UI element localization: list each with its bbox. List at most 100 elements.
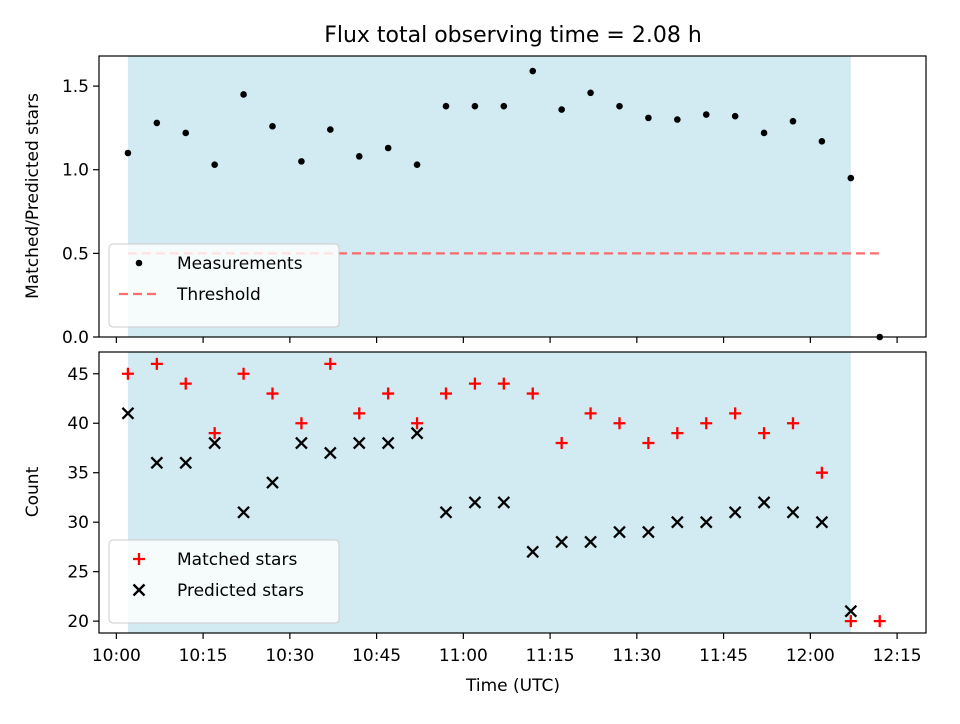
- matched-star-point: [786, 417, 799, 430]
- measurement-point: [355, 153, 363, 160]
- matched-star-point: [584, 407, 597, 420]
- measurement-point: [529, 67, 537, 75]
- legend-marker: [133, 553, 145, 565]
- measurement-point: [442, 102, 450, 110]
- predicted-star-point: [352, 436, 366, 450]
- matched-star-point: [353, 407, 366, 420]
- bottom-legend-box: [108, 539, 340, 624]
- predicted-star-point: [671, 515, 684, 529]
- matched-star-point: [642, 437, 655, 450]
- predicted-star-point: [526, 545, 540, 559]
- bottom-axes-frame: [98, 351, 927, 634]
- predicted-star-point: [439, 505, 453, 519]
- measurement-point: [269, 122, 276, 130]
- predicted-star-point: [699, 515, 713, 529]
- measurement-point: [702, 111, 710, 118]
- measurement-point: [384, 144, 392, 152]
- legend-marker: [135, 259, 143, 267]
- legend-label: Predicted stars: [177, 581, 304, 601]
- measurement-point: [298, 158, 305, 165]
- bottom-y-axis-label: Count: [23, 466, 43, 517]
- x-tick-label: 10:45: [352, 646, 401, 666]
- bottom-y-tick-label: 35: [67, 464, 89, 484]
- bottom-legend: Matched stars Predicted stars: [108, 539, 340, 624]
- measurement-point: [413, 161, 421, 169]
- x-axis-label: Time (UTC): [465, 676, 560, 696]
- measurement-point: [153, 119, 161, 127]
- legend-label: Measurements: [177, 254, 303, 274]
- predicted-star-point: [815, 515, 829, 529]
- predicted-star-point: [237, 505, 250, 519]
- top-axes-frame: [98, 55, 927, 338]
- measurement-point: [645, 114, 652, 122]
- predicted-star-point: [844, 604, 858, 618]
- predicted-star-point: [613, 525, 626, 539]
- matched-star-point: [526, 387, 539, 400]
- matched-star-point: [671, 427, 684, 440]
- x-tick-label: 11:45: [699, 646, 748, 666]
- predicted-star-point: [295, 436, 308, 450]
- x-tick-label: 11:00: [439, 646, 488, 666]
- matched-star-point: [555, 437, 568, 450]
- matched-star-point: [844, 615, 857, 628]
- predicted-star-point: [757, 496, 771, 509]
- x-tick-label: 10:00: [92, 646, 141, 666]
- top-legend: Measurements Threshold: [108, 243, 340, 328]
- matched-stars-series: [121, 357, 886, 628]
- predicted-star-point: [208, 436, 221, 450]
- legend-label: Threshold: [176, 285, 261, 305]
- bottom-y-tick-label: 25: [67, 563, 89, 583]
- matched-star-point: [439, 387, 452, 400]
- predicted-star-point: [497, 496, 511, 509]
- x-tick-label: 12:15: [873, 646, 922, 666]
- measurement-point: [760, 129, 768, 137]
- predicted-star-point: [266, 476, 279, 489]
- matched-star-point: [758, 427, 771, 440]
- measurements-series: [124, 67, 884, 341]
- measurement-point: [211, 161, 218, 169]
- predicted-star-point: [150, 456, 164, 470]
- predicted-stars-series: [121, 407, 858, 618]
- x-tick-label: 12:00: [786, 646, 835, 666]
- measurement-point: [587, 89, 594, 97]
- matched-star-point: [497, 377, 510, 390]
- plot-layer: 0.0 0.5 1.0 1.5 Measurements Threshold 20 25 30 3…: [62, 55, 927, 666]
- matched-star-point: [613, 417, 626, 430]
- measurement-point: [789, 117, 797, 125]
- matched-star-point: [700, 417, 713, 430]
- predicted-star-point: [555, 535, 568, 549]
- measurement-point: [558, 106, 565, 113]
- bottom-y-tick-label: 30: [67, 513, 89, 533]
- x-tick-label: 10:15: [179, 646, 228, 666]
- matched-star-point: [150, 357, 163, 370]
- measurement-point: [674, 116, 681, 123]
- predicted-star-point: [786, 505, 800, 519]
- matched-star-point: [121, 367, 134, 380]
- predicted-star-point: [468, 496, 482, 509]
- measurement-point: [240, 91, 247, 98]
- x-tick-label: 11:15: [526, 646, 575, 666]
- matched-star-point: [411, 417, 424, 430]
- predicted-star-point: [324, 446, 337, 460]
- top-y-tick-label: 0.5: [62, 244, 89, 264]
- measurement-point: [616, 102, 623, 110]
- legend-label: Matched stars: [177, 550, 297, 570]
- measurement-point: [471, 102, 479, 110]
- matched-star-point: [237, 367, 250, 380]
- top-y-tick-label: 0.0: [62, 328, 89, 348]
- top-y-tick-label: 1.5: [62, 77, 89, 97]
- measurement-point: [847, 174, 855, 182]
- bottom-panel: 20 25 30 35 40 45 10:00 10:15 10:30 10:45 11:00 11:…: [67, 351, 927, 666]
- predicted-star-point: [179, 456, 193, 470]
- matched-star-point: [324, 357, 337, 370]
- measurement-point: [731, 112, 739, 120]
- top-legend-box: [108, 243, 340, 328]
- predicted-star-point: [584, 535, 597, 549]
- matched-star-point: [266, 387, 279, 400]
- x-tick-label: 11:30: [612, 646, 661, 666]
- legend-marker: [132, 583, 146, 597]
- top-panel: 0.0 0.5 1.0 1.5 Measurements Threshold: [62, 55, 927, 348]
- matched-star-point: [873, 615, 886, 628]
- bottom-y-tick-label: 45: [67, 365, 89, 385]
